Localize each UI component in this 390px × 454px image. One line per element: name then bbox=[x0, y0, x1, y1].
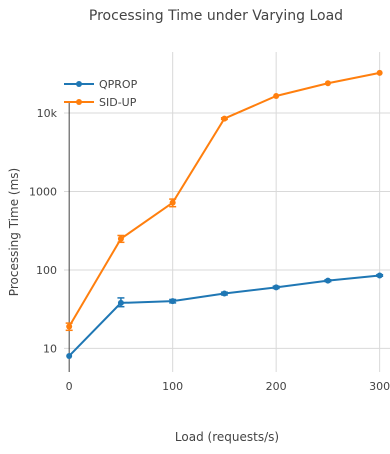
x-tick-label: 100 bbox=[162, 380, 183, 393]
data-point[interactable] bbox=[117, 299, 124, 306]
legend-item-sid-up[interactable]: SID-UP bbox=[64, 96, 137, 109]
legend-marker bbox=[76, 81, 82, 87]
series-sid-up bbox=[65, 69, 383, 332]
y-tick-label: 1000 bbox=[29, 185, 57, 198]
data-point[interactable] bbox=[324, 277, 331, 284]
series bbox=[65, 69, 384, 359]
chart-title: Processing Time under Varying Load bbox=[89, 8, 343, 24]
series-line bbox=[68, 274, 380, 357]
legend-marker bbox=[76, 99, 82, 105]
data-point[interactable] bbox=[273, 284, 280, 291]
data-point[interactable] bbox=[66, 323, 73, 330]
data-point[interactable] bbox=[376, 272, 383, 279]
data-point[interactable] bbox=[169, 199, 176, 206]
legend-label: QPROP bbox=[99, 78, 138, 91]
y-axis-label: Processing Time (ms) bbox=[7, 168, 21, 296]
data-point[interactable] bbox=[117, 235, 124, 242]
data-point[interactable] bbox=[66, 352, 73, 359]
y-axis-ticks: 10 100 1000 10k bbox=[29, 107, 58, 355]
data-point[interactable] bbox=[273, 92, 280, 99]
data-point[interactable] bbox=[376, 69, 383, 76]
legend[interactable]: QPROP SID-UP bbox=[64, 78, 138, 109]
data-point[interactable] bbox=[221, 115, 228, 122]
data-point[interactable] bbox=[324, 80, 331, 87]
x-axis-label: Load (requests/s) bbox=[175, 430, 279, 444]
y-tick-label: 10 bbox=[43, 342, 57, 355]
series-line bbox=[68, 71, 380, 328]
gridlines bbox=[64, 52, 390, 372]
legend-label: SID-UP bbox=[99, 96, 137, 109]
y-tick-label: 10k bbox=[37, 107, 58, 120]
legend-item-qprop[interactable]: QPROP bbox=[64, 78, 138, 91]
x-tick-label: 200 bbox=[266, 380, 287, 393]
series-qprop bbox=[66, 272, 384, 359]
x-tick-label: 300 bbox=[369, 380, 390, 393]
data-point[interactable] bbox=[221, 290, 228, 297]
x-tick-label: 0 bbox=[66, 380, 73, 393]
x-axis-ticks: 0 100 200 300 bbox=[66, 380, 390, 393]
y-tick-label: 100 bbox=[36, 264, 57, 277]
data-point[interactable] bbox=[169, 298, 176, 305]
